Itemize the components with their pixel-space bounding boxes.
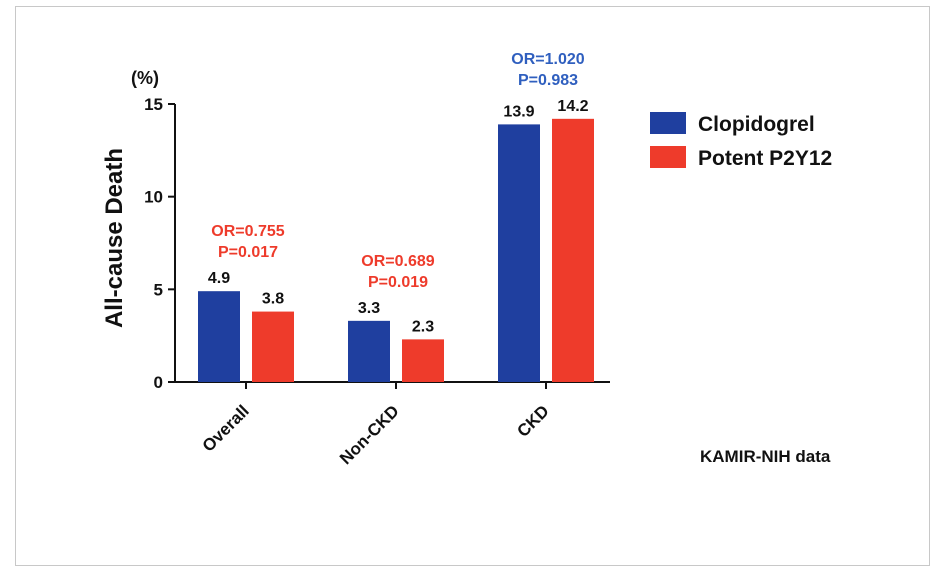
data-label: 4.9 (208, 270, 230, 287)
source-note: KAMIR-NIH data (700, 447, 831, 466)
annotation-text: P=0.983 (518, 72, 578, 89)
data-label: 14.2 (557, 98, 588, 115)
bar (402, 339, 444, 382)
bars (198, 118, 594, 383)
annotation-text: P=0.019 (368, 274, 428, 291)
bar (498, 124, 540, 383)
y-tick-label: 0 (154, 373, 163, 392)
data-label: 3.8 (262, 291, 284, 308)
legend-swatch-potent-p2y12 (650, 146, 686, 168)
y-axis-unit: (%) (131, 68, 159, 88)
annotation-text: OR=0.755 (211, 223, 284, 240)
data-label: 3.3 (358, 300, 380, 317)
x-tick-label: Non-CKD (336, 401, 403, 468)
y-axis-label: All-cause Death (101, 148, 128, 328)
annotation-text: P=0.017 (218, 244, 278, 261)
bar (252, 311, 294, 382)
legend-label-potent-p2y12: Potent P2Y12 (698, 147, 832, 170)
y-tick-label: 5 (154, 280, 163, 299)
x-tick-label: Overall (199, 401, 253, 455)
y-tick-label: 10 (144, 188, 163, 207)
annotations: OR=0.755 P=0.017 OR=0.689 P=0.019 OR=1.020 P=… (211, 51, 584, 291)
annotation-text: OR=0.689 (361, 253, 434, 270)
bar (552, 118, 594, 383)
legend: Clopidogrel Potent P2Y12 (650, 112, 832, 170)
annotation-text: OR=1.020 (511, 51, 584, 68)
bar (198, 291, 240, 382)
bar (348, 320, 390, 382)
data-label: 2.3 (412, 318, 434, 335)
x-tick-label: CKD (513, 401, 552, 440)
data-label: 13.9 (503, 103, 534, 120)
y-tick-label: 15 (144, 95, 163, 114)
legend-label-clopidogrel: Clopidogrel (698, 113, 815, 136)
bar-chart: 0 5 10 15 Overall Non-CKD CKD 4.9 3.8 3.3 2.3 13.9… (101, 51, 832, 468)
legend-swatch-clopidogrel (650, 112, 686, 134)
value-labels: 4.9 3.8 3.3 2.3 13.9 14.2 (208, 98, 589, 336)
